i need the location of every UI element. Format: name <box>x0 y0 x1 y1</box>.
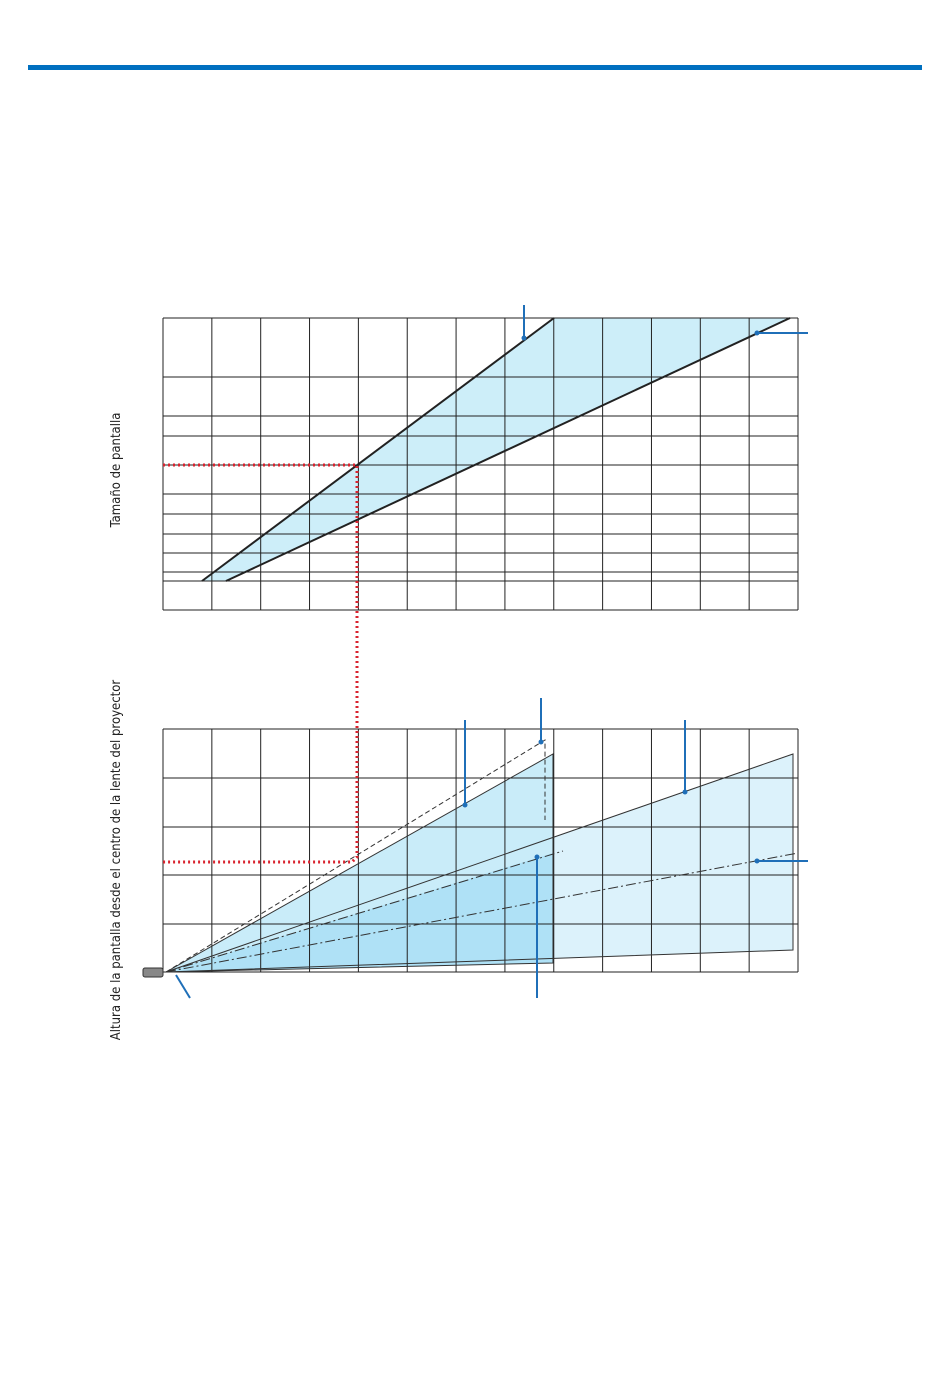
center-line <box>165 852 799 973</box>
pointer-dot <box>754 330 760 336</box>
pointer-dot <box>462 802 468 808</box>
center-line <box>165 850 564 973</box>
reading-guide <box>163 463 359 864</box>
pointer-dot <box>521 335 527 341</box>
pointer-dot <box>682 789 688 795</box>
wide-line <box>201 317 555 582</box>
pointer <box>175 974 191 999</box>
projector-icon <box>142 967 164 978</box>
tele-outline <box>165 753 794 973</box>
shift-line <box>165 739 546 973</box>
pointer-dot <box>538 739 544 745</box>
grid <box>162 728 799 973</box>
y-axis-label: Altura de la pantalla desde el centro de… <box>109 680 124 1041</box>
screen-size-chart: Tamaño de pantalla <box>109 305 808 611</box>
header-rule <box>28 65 922 70</box>
zoom-band <box>202 318 790 581</box>
tele-line <box>225 317 791 582</box>
wide-outline <box>165 753 554 973</box>
y-axis-label: Tamaño de pantalla <box>109 413 124 529</box>
pointer-dot <box>754 858 760 864</box>
grid <box>162 317 799 611</box>
pointer-dot <box>534 854 540 860</box>
screen-height-chart: Altura de la pantalla desde el centro de… <box>109 680 808 1041</box>
